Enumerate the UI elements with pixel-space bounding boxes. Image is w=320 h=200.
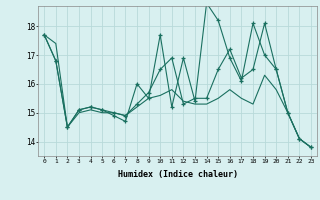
X-axis label: Humidex (Indice chaleur): Humidex (Indice chaleur) [118,170,238,179]
